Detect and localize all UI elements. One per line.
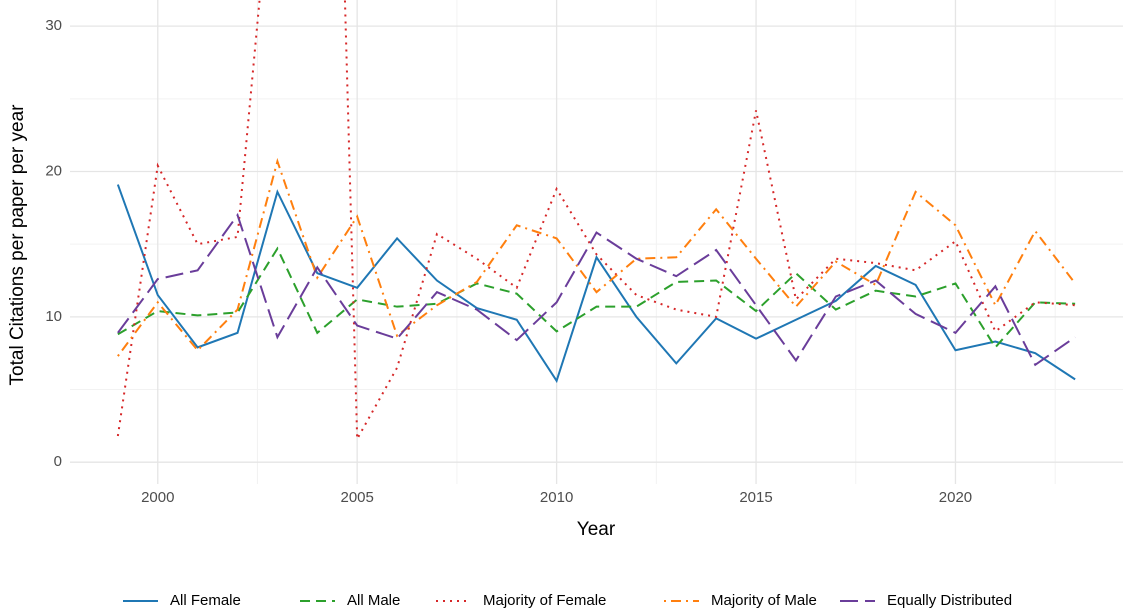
x-tick-label: 2005 (340, 489, 373, 506)
x-axis-title: Year (577, 519, 616, 540)
series-line (116, 184, 1076, 384)
series-line (117, 212, 1076, 367)
legend-label: Majority of Female (483, 592, 606, 609)
legend-label: Equally Distributed (887, 592, 1012, 609)
series-line (117, 246, 1076, 350)
y-tick-label: 20 (45, 162, 62, 179)
y-tick-label: 10 (45, 308, 62, 325)
y-axis-title: Total Citations per paper per year (7, 104, 28, 386)
y-tick-label: 30 (45, 17, 62, 34)
x-tick-label: 2015 (739, 489, 772, 506)
x-tick-label: 2010 (540, 489, 573, 506)
legend-label: Majority of Male (711, 592, 817, 609)
x-tick-label: 2020 (939, 489, 972, 506)
lines (116, 0, 1076, 443)
series-line (117, 157, 1076, 357)
legend: All Female All Male Majority of Female Majo… (123, 592, 1012, 609)
legend-label: All Male (347, 592, 400, 609)
y-tick-label: 0 (54, 453, 62, 470)
grid (70, 0, 1123, 484)
series-line (116, 0, 1076, 443)
x-tick-label: 2000 (141, 489, 174, 506)
legend-label: All Female (170, 592, 241, 609)
